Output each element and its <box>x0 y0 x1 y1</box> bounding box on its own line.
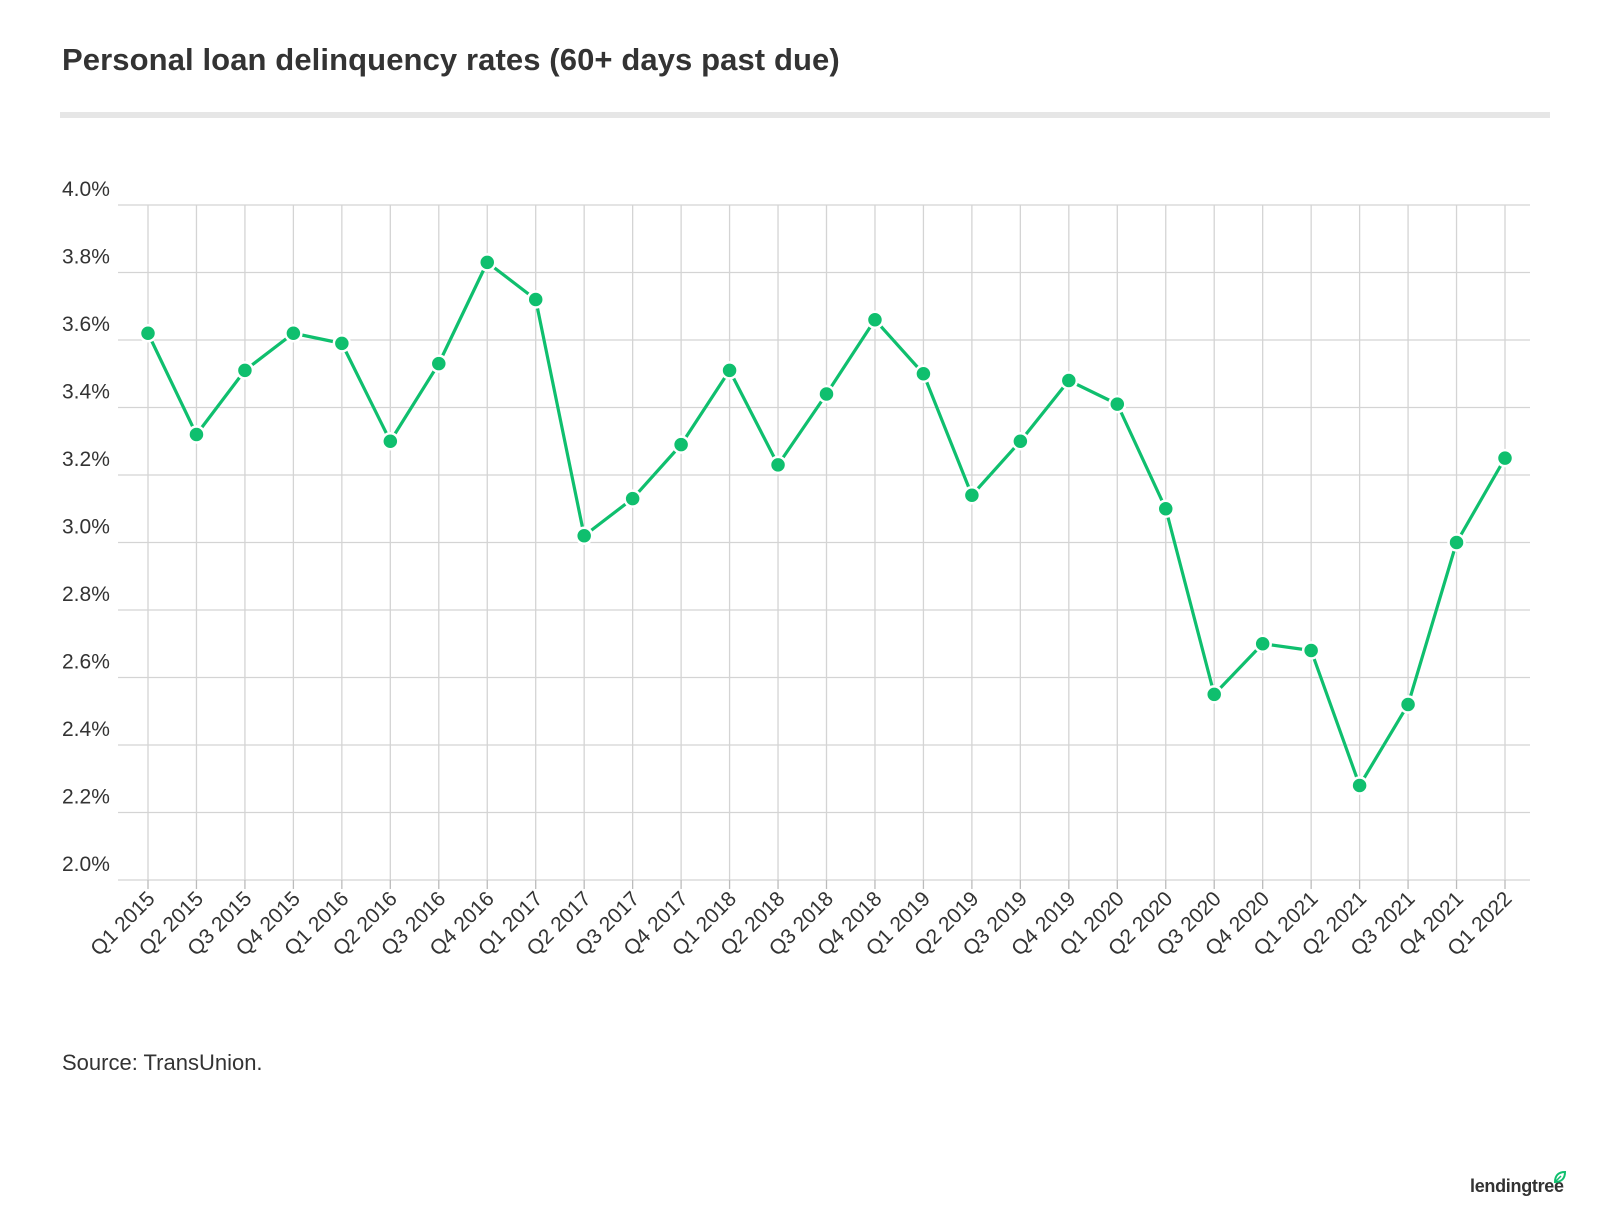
y-tick-label: 3.6% <box>62 313 110 336</box>
data-point <box>962 486 982 505</box>
data-point <box>574 526 594 545</box>
data-point <box>1301 641 1321 660</box>
source-note: Source: TransUnion. <box>62 1050 263 1075</box>
y-tick-label: 4.0% <box>62 178 110 201</box>
data-point <box>768 455 788 475</box>
gridlines <box>118 204 1530 889</box>
leaf-icon <box>1553 1170 1567 1184</box>
line-chart: 2.0% 2.2% 2.4% 2.6% 2.8% 3.0% 3.2% 3.4% 3.6% 3.8%… <box>62 178 1530 961</box>
data-point <box>1011 432 1030 451</box>
y-tick-label: 2.4% <box>62 718 110 741</box>
data-point <box>429 354 449 373</box>
y-tick-label: 2.6% <box>62 651 110 674</box>
lendingtree-logo: lendingtree <box>1470 1176 1564 1196</box>
title-divider <box>60 112 1550 118</box>
data-point <box>381 432 400 451</box>
data-point <box>332 334 352 353</box>
data-point <box>1398 695 1418 714</box>
data-point <box>138 324 158 343</box>
data-point <box>235 361 255 380</box>
data-point <box>914 364 933 383</box>
y-tick-label: 2.8% <box>62 583 110 606</box>
data-point <box>1156 499 1175 518</box>
data-point <box>1108 394 1127 414</box>
data-point <box>720 361 739 380</box>
y-tick-label: 3.0% <box>62 516 110 539</box>
y-tick-label: 3.4% <box>62 381 110 404</box>
data-point <box>817 384 836 404</box>
y-tick-label: 2.2% <box>62 786 110 809</box>
data-point <box>1059 371 1079 390</box>
y-tick-label: 3.2% <box>62 448 110 471</box>
data-points <box>138 253 1515 795</box>
y-tick-label: 3.8% <box>62 246 110 269</box>
y-tick-label: 2.0% <box>62 853 110 876</box>
data-point <box>187 425 206 444</box>
data-point <box>1495 448 1515 468</box>
chart-title: Personal loan delinquency rates (60+ day… <box>62 42 840 77</box>
data-point <box>478 253 497 272</box>
data-point <box>671 435 691 454</box>
data-point <box>623 489 642 508</box>
data-point <box>1350 776 1369 795</box>
data-point <box>1447 533 1466 552</box>
data-point <box>1253 634 1272 653</box>
data-point <box>284 324 303 343</box>
data-point <box>526 290 545 309</box>
y-axis-tick-labels: 2.0% 2.2% 2.4% 2.6% 2.8% 3.0% 3.2% 3.4% 3.6% 3.8%… <box>62 178 110 876</box>
data-point <box>865 310 885 329</box>
data-point <box>1204 685 1224 704</box>
